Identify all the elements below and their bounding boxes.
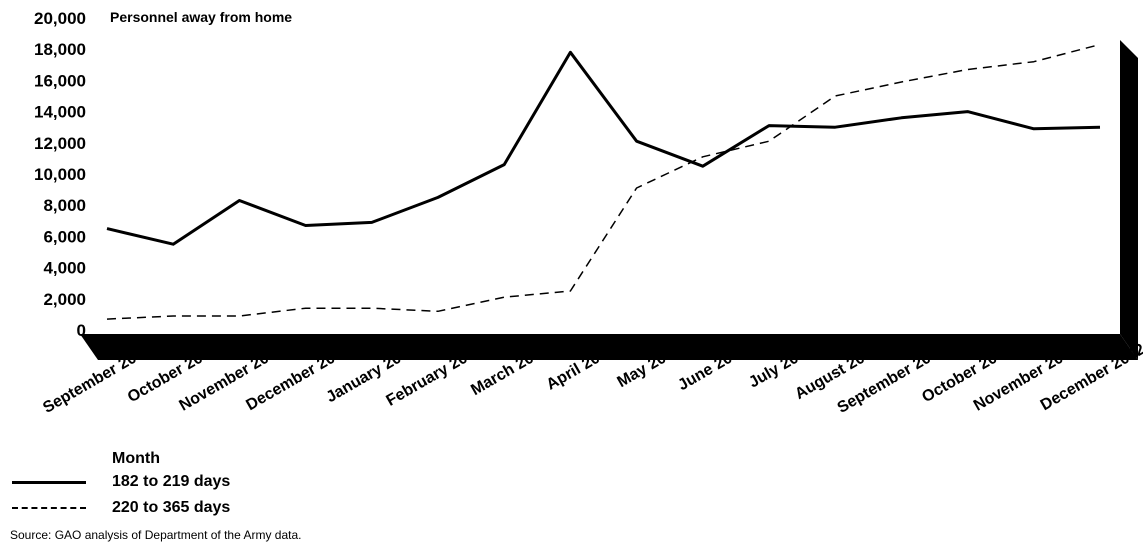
legend-swatch-dashed: [12, 507, 86, 509]
legend-label-solid: 182 to 219 days: [112, 473, 231, 490]
y-tick-label: 8,000: [43, 196, 86, 215]
y-tick-label: 14,000: [34, 103, 86, 122]
series-lines: [106, 43, 1101, 320]
legend-item-dashed: 220 to 365 days: [12, 498, 230, 518]
series-line-dashed: [106, 43, 1101, 320]
y-tick-label: 6,000: [43, 227, 86, 246]
legend-swatch-solid: [12, 480, 86, 484]
y-axis-label: Personnel away from home: [110, 9, 292, 25]
plot-floor-shadow: [80, 334, 1138, 360]
plot-wall-shadow: [1120, 40, 1138, 360]
x-axis-label: Month: [112, 450, 160, 467]
y-tick-label: 20,000: [34, 9, 86, 28]
y-tick-labels: 0 2,000 4,000 6,000 8,000 10,000 12,000 14,000 1…: [34, 9, 86, 340]
y-tick-label: 4,000: [43, 259, 86, 278]
y-tick-label: 2,000: [43, 290, 86, 309]
legend-label-dashed: 220 to 365 days: [112, 499, 231, 516]
y-tick-label: 12,000: [34, 134, 86, 153]
series-line-solid: [106, 50, 1101, 246]
y-tick-label: 16,000: [34, 71, 86, 90]
y-tick-label: 10,000: [34, 165, 86, 184]
legend-item-solid: 182 to 219 days: [12, 472, 230, 492]
y-tick-label: 0: [77, 321, 86, 340]
y-tick-label: 18,000: [34, 40, 86, 59]
source-note: Source: GAO analysis of Department of th…: [10, 528, 302, 542]
